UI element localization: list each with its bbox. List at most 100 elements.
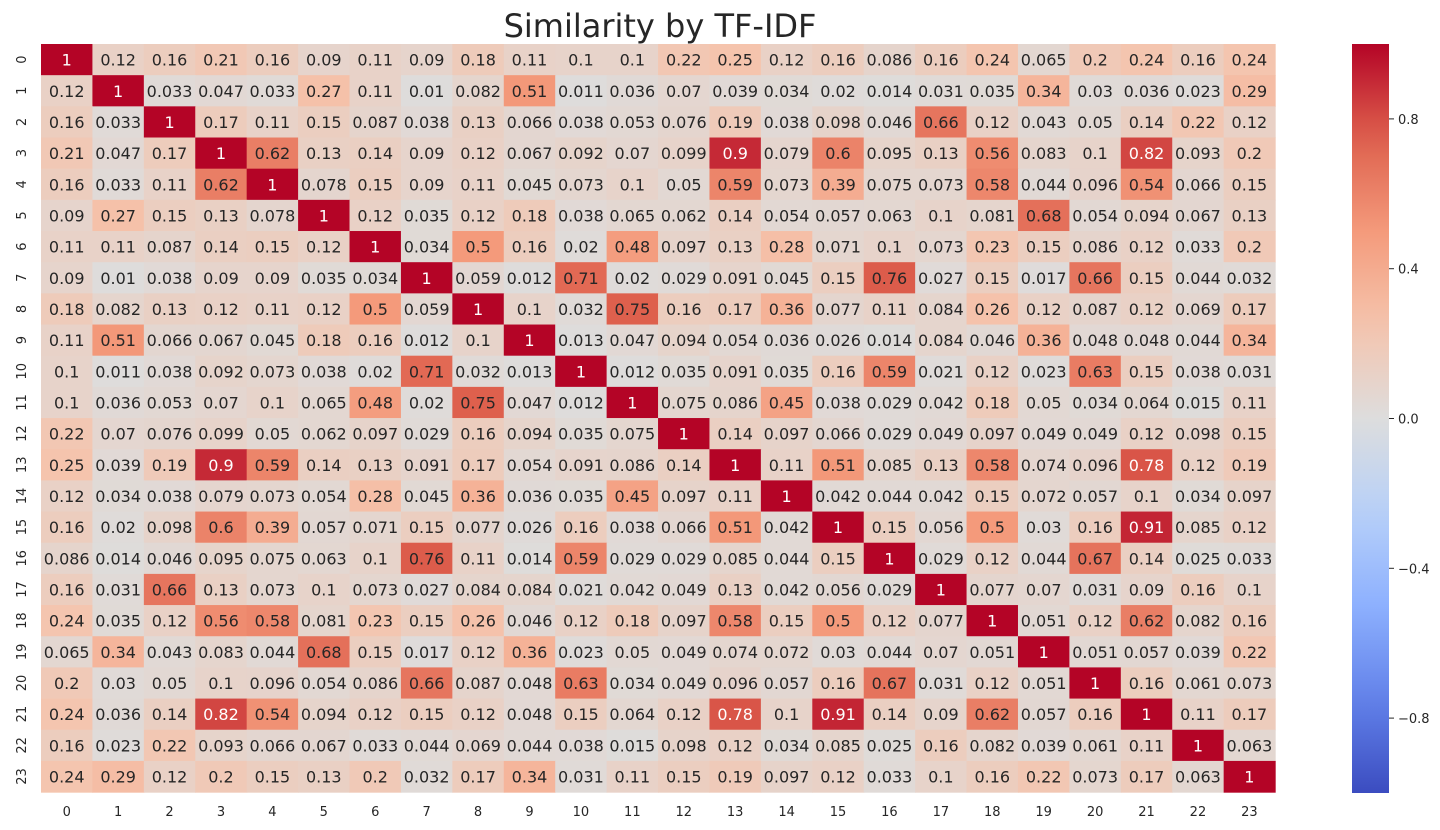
cell-value-label: 0.081 — [301, 612, 347, 631]
cell-value-label: 0.049 — [661, 643, 707, 662]
cell-value-label: 0.16 — [820, 362, 856, 381]
heatmap-cell-11-2 — [143, 386, 196, 419]
heatmap-cell-18-17 — [915, 605, 968, 637]
heatmap-cell-19-14 — [760, 636, 813, 668]
colorbar-tick-label: −0.4 — [1398, 562, 1430, 577]
cell-value-label: 0.19 — [1232, 456, 1268, 475]
heatmap-cell-10-11 — [606, 355, 659, 388]
heatmap-cell-19-21 — [1120, 636, 1173, 668]
cell-value-label: 0.066 — [815, 425, 861, 444]
heatmap-cell-20-9 — [503, 667, 556, 700]
heatmap-cell-22-17 — [915, 729, 968, 762]
cell-value-label: 0.09 — [203, 269, 239, 288]
heatmap-cell-13-18 — [966, 449, 1019, 481]
cell-value-label: 0.13 — [306, 144, 342, 163]
heatmap-cell-5-7 — [400, 199, 453, 232]
cell-value-label: 0.086 — [712, 393, 758, 412]
cell-value-label: 0.097 — [764, 425, 810, 444]
cell-value-label: 0.026 — [507, 518, 553, 537]
cell-value-label: 0.05 — [1077, 113, 1113, 132]
cell-value-label: 0.13 — [923, 456, 959, 475]
heatmap-cell-22-7 — [400, 729, 453, 762]
heatmap-cell-22-16 — [863, 729, 916, 762]
cell-value-label: 0.34 — [100, 643, 136, 662]
heatmap-cell-10-5 — [298, 355, 351, 388]
x-tick-label: 20 — [1087, 805, 1104, 820]
heatmap-cell-17-8 — [452, 573, 505, 606]
cell-value-label: 0.12 — [1180, 456, 1216, 475]
heatmap-cell-8-17 — [915, 293, 968, 326]
heatmap-cell-2-19 — [1017, 106, 1070, 139]
heatmap-cell-1-22 — [1172, 75, 1225, 107]
cell-value-label: 0.11 — [49, 238, 85, 257]
heatmap-cell-8-18 — [966, 293, 1019, 326]
heatmap-cell-10-22 — [1172, 355, 1225, 388]
heatmap-cell-22-18 — [966, 729, 1019, 762]
heatmap-cell-4-18 — [966, 168, 1019, 201]
heatmap-cell-9-22 — [1172, 324, 1225, 357]
cell-value-label: 0.11 — [1180, 705, 1216, 724]
heatmap-cell-2-14 — [760, 106, 813, 139]
heatmap-cell-6-21 — [1120, 231, 1173, 263]
heatmap-cell-19-0 — [41, 636, 94, 668]
cell-value-label: 0.091 — [712, 269, 758, 288]
cell-value-label: 0.086 — [352, 674, 398, 693]
cell-value-label: 0.085 — [867, 456, 913, 475]
cell-value-label: 0.094 — [301, 705, 347, 724]
heatmap-cell-21-22 — [1172, 698, 1225, 731]
heatmap-cell-5-11 — [606, 199, 659, 232]
heatmap-cell-6-7 — [400, 231, 453, 263]
heatmap-cell-20-11 — [606, 667, 659, 700]
heatmap-cell-1-3 — [195, 75, 248, 107]
x-tick-label: 23 — [1241, 805, 1258, 820]
cell-value-label: 0.12 — [1232, 113, 1268, 132]
heatmap-cell-8-22 — [1172, 293, 1225, 326]
cell-value-label: 0.032 — [558, 300, 604, 319]
colorbar-gradient — [1352, 44, 1389, 793]
heatmap-cell-23-9 — [503, 760, 556, 793]
heatmap-cell-15-7 — [400, 511, 453, 544]
cell-value-label: 0.044 — [1175, 269, 1221, 288]
cell-value-label: 0.065 — [1021, 51, 1067, 70]
cell-value-label: 0.064 — [1124, 393, 1170, 412]
cell-value-label: 0.07 — [615, 144, 651, 163]
heatmap-cell-12-11 — [606, 418, 659, 450]
heatmap-cell-19-2 — [143, 636, 196, 668]
cell-value-label: 0.16 — [820, 51, 856, 70]
heatmap-cell-7-6 — [349, 262, 402, 294]
heatmap-cell-18-11 — [606, 605, 659, 637]
cell-value-label: 0.66 — [1077, 269, 1113, 288]
cell-value-label: 0.035 — [404, 206, 450, 225]
cell-value-label: 0.098 — [147, 518, 193, 537]
cell-value-label: 0.24 — [49, 705, 85, 724]
heatmap-cell-5-22 — [1172, 199, 1225, 232]
heatmap-cell-23-10 — [555, 760, 608, 793]
heatmap-cell-5-14 — [760, 199, 813, 232]
cell-value-label: 0.012 — [558, 393, 604, 412]
heatmap-cell-7-19 — [1017, 262, 1070, 294]
cell-value-label: 0.05 — [255, 425, 291, 444]
cell-value-label: 0.21 — [49, 144, 85, 163]
cell-value-label: 0.053 — [609, 113, 655, 132]
cell-value-label: 0.68 — [1026, 206, 1062, 225]
cell-value-label: 0.12 — [717, 736, 753, 755]
heatmap-cell-1-20 — [1069, 75, 1122, 107]
heatmap-cell-5-15 — [812, 199, 865, 232]
heatmap-cell-6-3 — [195, 231, 248, 263]
heatmap-cell-17-20 — [1069, 573, 1122, 606]
heatmap-cell-9-10 — [555, 324, 608, 357]
cell-value-label: 0.099 — [661, 144, 707, 163]
cell-value-label: 0.12 — [1232, 518, 1268, 537]
cell-value-label: 0.17 — [1232, 300, 1268, 319]
cell-value-label: 0.032 — [404, 767, 450, 786]
heatmap-cell-3-6 — [349, 137, 402, 170]
x-tick-label: 0 — [63, 805, 71, 820]
heatmap-cell-15-23 — [1223, 511, 1276, 544]
cell-value-label: 1 — [1193, 736, 1203, 755]
cell-value-label: 0.45 — [615, 487, 651, 506]
cell-value-label: 0.035 — [301, 269, 347, 288]
heatmap-cell-12-0 — [41, 418, 94, 450]
heatmap-cell-13-8 — [452, 449, 505, 481]
cell-value-label: 0.015 — [1175, 393, 1221, 412]
